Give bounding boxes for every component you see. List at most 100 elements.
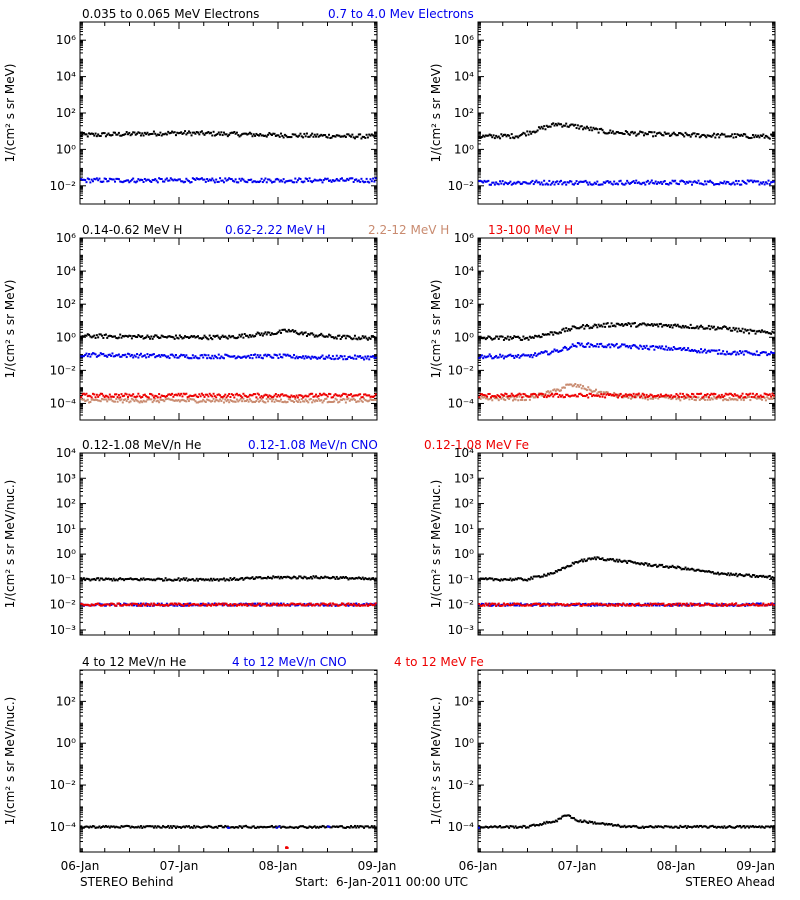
data-point: [248, 393, 251, 396]
data-point: [500, 578, 503, 581]
data-point: [216, 578, 219, 581]
data-point: [563, 567, 566, 570]
data-point: [761, 329, 764, 332]
data-point: [547, 183, 550, 186]
data-point: [94, 336, 97, 339]
data-point: [547, 394, 550, 397]
data-point: [243, 400, 246, 403]
data-point: [340, 603, 343, 606]
data-point: [534, 131, 537, 134]
data-point: [194, 132, 197, 135]
data-point: [154, 397, 157, 400]
data-point: [572, 562, 575, 565]
data-point: [373, 180, 376, 183]
data-point: [593, 556, 596, 559]
data-point: [497, 395, 500, 398]
data-point: [117, 602, 120, 605]
data-point: [303, 395, 306, 398]
data-point: [716, 395, 719, 398]
legend-item: 4 to 12 MeV/n CNO: [232, 655, 347, 669]
data-point: [239, 179, 242, 182]
data-point: [342, 392, 345, 395]
data-point: [595, 558, 598, 561]
data-point: [104, 398, 107, 401]
data-point: [263, 332, 266, 335]
data-point: [740, 352, 743, 355]
data-point: [110, 178, 113, 181]
data-point: [558, 331, 561, 334]
data-point: [134, 398, 137, 401]
data-point: [347, 578, 350, 581]
data-point: [495, 134, 498, 137]
data-point: [492, 357, 495, 360]
data-point: [700, 324, 703, 327]
data-point: [541, 575, 544, 578]
data-point: [508, 134, 511, 137]
data-point: [355, 337, 358, 340]
data-point: [575, 561, 578, 564]
data-point: [215, 355, 218, 358]
data-point: [703, 327, 706, 330]
y-tick-label: 10⁻⁴: [50, 396, 77, 410]
data-point: [363, 393, 366, 396]
data-point: [515, 135, 518, 138]
data-point: [366, 394, 369, 397]
data-point: [667, 324, 670, 327]
data-point: [363, 397, 366, 400]
data-point: [163, 335, 166, 338]
data-point: [304, 177, 307, 180]
data-point: [270, 134, 273, 137]
data-point: [753, 136, 756, 139]
data-point: [770, 332, 773, 335]
data-point: [204, 336, 207, 339]
data-point: [141, 396, 144, 399]
data-point: [579, 326, 582, 329]
data-point: [343, 398, 346, 401]
data-point: [250, 603, 253, 606]
data-point: [723, 353, 726, 356]
data-point: [588, 129, 591, 132]
data-point: [523, 354, 526, 357]
data-point: [543, 394, 546, 397]
data-point: [292, 575, 295, 578]
data-point: [653, 348, 656, 351]
data-point: [531, 336, 534, 339]
data-point: [85, 399, 88, 402]
data-point: [82, 577, 85, 580]
data-point: [698, 136, 701, 139]
data-point: [283, 604, 286, 607]
data-point: [690, 133, 693, 136]
data-point: [639, 563, 642, 566]
y-tick-label: 10⁻³: [448, 623, 475, 637]
data-point: [710, 392, 713, 395]
data-point: [597, 183, 600, 186]
data-point: [291, 356, 294, 359]
data-point: [496, 397, 499, 400]
data-point: [685, 396, 688, 399]
data-point: [684, 182, 687, 185]
data-point: [602, 393, 605, 396]
data-point: [272, 132, 275, 135]
data-point: [706, 570, 709, 573]
data-point: [657, 325, 660, 328]
data-point: [303, 602, 306, 605]
data-point: [370, 603, 373, 606]
data-point: [709, 328, 712, 331]
data-point: [226, 398, 229, 401]
data-point: [597, 556, 600, 559]
data-point: [556, 349, 559, 352]
data-point: [692, 568, 695, 571]
data-point: [567, 565, 570, 568]
data-point: [649, 181, 652, 184]
data-point: [692, 181, 695, 184]
data-point: [108, 393, 111, 396]
data-point: [679, 399, 682, 402]
data-point: [233, 576, 236, 579]
data-point: [344, 603, 347, 606]
data-point: [274, 332, 277, 335]
data-point: [627, 322, 630, 325]
data-point: [276, 134, 279, 137]
data-point: [566, 604, 569, 607]
data-point: [674, 179, 677, 182]
data-point: [102, 398, 105, 401]
